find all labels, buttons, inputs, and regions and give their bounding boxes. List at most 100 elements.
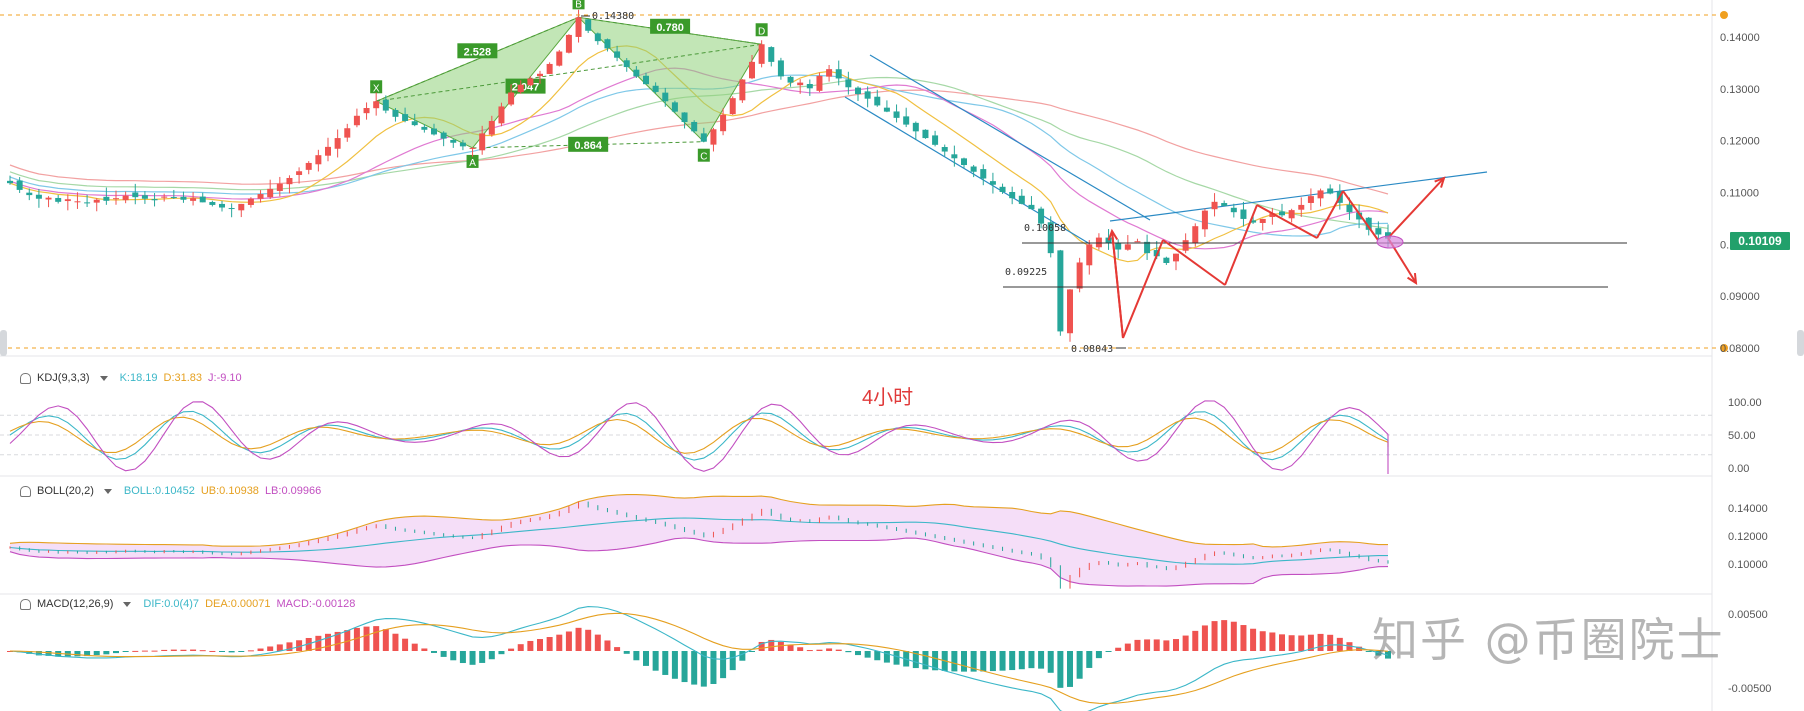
candle-body: [1144, 241, 1151, 254]
candle-body: [1028, 204, 1035, 210]
candle-body: [1067, 289, 1073, 334]
candle-body: [556, 51, 563, 66]
macd-histogram-bar: [565, 631, 572, 651]
macd-histogram-bar: [710, 651, 717, 684]
macd-histogram-bar: [93, 651, 100, 656]
macd-histogram-bar: [1038, 651, 1045, 669]
macd-histogram-bar: [1028, 651, 1035, 669]
price-tick-label: 0.08000: [1720, 343, 1760, 355]
macd-histogram-bar: [363, 626, 370, 651]
candle-body: [141, 195, 148, 199]
macd-histogram-bar: [1067, 651, 1073, 687]
macd-histogram-bar: [1317, 633, 1324, 651]
pattern-point-label: B: [575, 0, 582, 10]
boll-legend[interactable]: BOLL(20,2) BOLL:0.10452 UB:0.10938 LB:0.…: [20, 485, 321, 497]
candle-body: [517, 84, 524, 93]
macd-histogram-bar: [1298, 635, 1305, 651]
kdj-j-value: J:-9.10: [208, 372, 242, 384]
arrow-head-icon: [1107, 228, 1119, 241]
candle-body: [749, 61, 755, 79]
trend-arrow-segment: [1316, 190, 1344, 239]
macd-histogram-bar: [1115, 647, 1122, 651]
price-levels: 0.10058 0.09225 0.14380 0.08043: [0, 11, 1728, 355]
macd-histogram-bar: [1144, 639, 1151, 651]
candle-body: [893, 111, 900, 118]
macd-histogram-bar: [652, 651, 659, 671]
macd-histogram-bar: [806, 650, 813, 652]
macd-histogram-bar: [450, 651, 457, 661]
candle-body: [7, 180, 13, 184]
candle-body: [999, 186, 1006, 192]
macd-histogram-bar: [431, 651, 437, 653]
macd-histogram-bar: [1192, 630, 1199, 651]
candle-body: [729, 98, 736, 115]
macd-histogram-bar: [999, 651, 1006, 671]
boll-tick-label: 0.10000: [1728, 559, 1768, 571]
dropdown-caret-icon[interactable]: [103, 488, 112, 494]
macd-histogram-bar: [325, 633, 331, 651]
candle-body: [1288, 210, 1295, 219]
candle-body: [835, 69, 842, 79]
channel-upper-line: [869, 54, 1151, 221]
macd-histogram-bar: [989, 651, 996, 672]
macd-histogram-bar: [1163, 640, 1170, 651]
rising-trendline: [1109, 171, 1488, 222]
kdj-legend-name: KDJ(9,3,3): [37, 372, 90, 384]
candle-body: [1201, 210, 1208, 230]
boll-band-fill: [10, 494, 1388, 587]
price-axis: 0.140000.130000.120000.110000.100000.090…: [1720, 32, 1760, 355]
candle-body: [527, 78, 534, 86]
macd-legend[interactable]: MACD(12,26,9) DIF:0.0(4)7 DEA:0.00071 MA…: [20, 598, 355, 610]
candle-body: [267, 188, 274, 198]
macd-tick-label: -0.00500: [1728, 683, 1771, 695]
bell-icon[interactable]: [20, 598, 31, 610]
trend-arrow-segment: [1122, 239, 1164, 339]
macd-histogram-bar: [1173, 639, 1179, 651]
macd-histogram-bar: [1009, 651, 1016, 671]
dropdown-caret-icon[interactable]: [99, 375, 108, 381]
bell-icon[interactable]: [20, 485, 31, 497]
macd-histogram-bar: [546, 637, 553, 651]
candle-body: [1346, 204, 1353, 213]
bell-icon[interactable]: [20, 372, 31, 384]
macd-histogram-bar: [777, 641, 784, 651]
macd-histogram-bar: [122, 651, 129, 652]
macd-histogram-bar: [816, 649, 823, 651]
macd-dif-line: [9, 606, 1389, 711]
candle-body: [228, 208, 235, 210]
candle-body: [74, 201, 81, 203]
macd-histogram-bar: [517, 644, 524, 651]
macd-histogram-bar: [190, 649, 197, 651]
current-price-marker: [1376, 235, 1404, 249]
macd-histogram-bar: [74, 651, 81, 657]
macd-histogram-bar: [296, 640, 303, 651]
macd-histogram-bar: [238, 651, 245, 652]
candle-body: [26, 192, 33, 196]
candle-body: [903, 116, 910, 125]
boll-mid-line: [9, 517, 1388, 565]
kdj-legend[interactable]: KDJ(9,3,3) K:18.19 D:31.83 J:-9.10: [20, 372, 242, 384]
macd-histogram-bar: [1018, 651, 1025, 670]
candle-body: [238, 203, 245, 211]
dropdown-caret-icon[interactable]: [123, 601, 132, 607]
candle-body: [431, 128, 437, 135]
macd-histogram-bar: [1327, 634, 1334, 651]
candle-body: [874, 96, 881, 106]
macd-histogram-bar: [305, 637, 312, 651]
candle-body: [1269, 213, 1276, 217]
pattern-ratio-badge: [650, 18, 691, 34]
candle-body: [411, 121, 418, 126]
macd-histogram-bar: [527, 640, 534, 651]
macd-histogram-bar: [1105, 651, 1112, 652]
left-scroll-handle[interactable]: [0, 330, 7, 356]
macd-histogram-bar: [247, 650, 254, 652]
kdj-line-j: [9, 400, 1389, 474]
candle-body: [604, 39, 611, 49]
right-scroll-handle[interactable]: [1797, 330, 1804, 356]
macd-histogram-bar: [537, 639, 543, 651]
macd-histogram-bar: [479, 651, 486, 663]
macd-histogram-bar: [691, 651, 698, 685]
trend-arrow-segment: [1162, 239, 1226, 286]
macd-histogram-bar: [662, 651, 669, 675]
